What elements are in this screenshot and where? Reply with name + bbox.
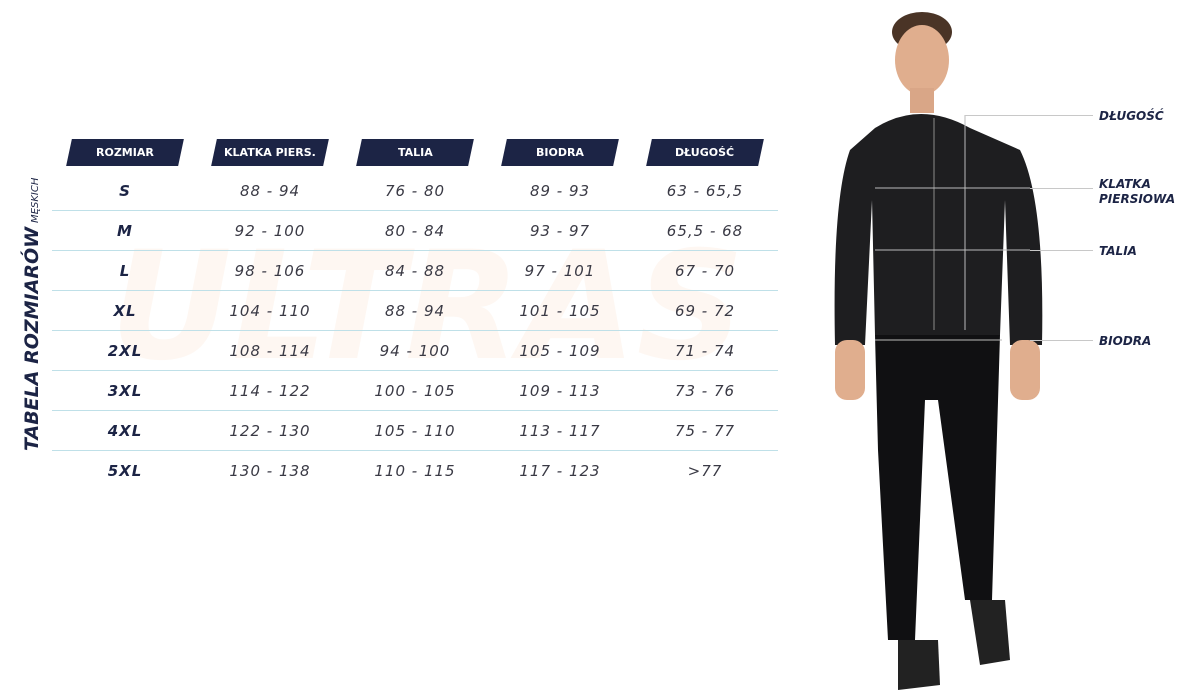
measurement-cell: 71 - 74 [674, 342, 736, 360]
label-chest: KLATKA PIERSIOWA [1099, 177, 1176, 206]
measurement-cell: 69 - 72 [674, 302, 736, 320]
measurement-cell: 73 - 76 [674, 382, 736, 400]
measurement-cell: 67 - 70 [674, 262, 736, 280]
column-header-label: DŁUGOŚĆ [675, 146, 735, 159]
measurement-cell: 98 - 106 [234, 262, 306, 280]
column-header: ROZMIAR [66, 139, 184, 166]
measurement-cell: 114 - 122 [229, 382, 311, 400]
row-divider [52, 290, 778, 291]
column-header: BIODRA [501, 139, 619, 166]
size-cell: M [117, 222, 133, 240]
chest-guide [1030, 188, 1093, 189]
measurement-cell: 113 - 117 [519, 422, 601, 440]
measurement-cell: 65,5 - 68 [666, 222, 744, 240]
measurement-cell: 101 - 105 [519, 302, 601, 320]
measurement-cell: 104 - 110 [229, 302, 311, 320]
title-sub: MĘSKICH [30, 177, 41, 223]
row-divider [52, 410, 778, 411]
size-cell: XL [113, 302, 137, 320]
measurement-cell: 122 - 130 [229, 422, 311, 440]
waist-guide [1030, 250, 1093, 251]
measurement-cell: 97 - 101 [524, 262, 596, 280]
measurement-cell: 75 - 77 [674, 422, 736, 440]
measurement-cell: 88 - 94 [239, 182, 301, 200]
measurement-cell: 76 - 80 [384, 182, 446, 200]
label-waist: TALIA [1099, 244, 1137, 258]
size-cell: 3XL [107, 382, 143, 400]
measurement-cell: 93 - 97 [529, 222, 591, 240]
title-main: TABELA ROZMIARÓW [21, 226, 43, 451]
measurement-cell: >77 [687, 462, 723, 480]
measurement-cell: 108 - 114 [229, 342, 311, 360]
label-hips: BIODRA [1099, 334, 1152, 348]
measurement-cell: 100 - 105 [374, 382, 456, 400]
measurement-cell: 109 - 113 [519, 382, 601, 400]
model-photo [834, 12, 1043, 690]
column-header-label: BIODRA [536, 146, 584, 159]
column-header-label: KLATKA PIERS. [224, 146, 316, 159]
measurement-cell: 105 - 109 [519, 342, 601, 360]
chart-title: TABELA ROZMIARÓW MĘSKICH [21, 151, 43, 451]
measurement-cell: 80 - 84 [384, 222, 446, 240]
size-cell: 2XL [107, 342, 143, 360]
row-divider [52, 330, 778, 331]
measurement-cell: 117 - 123 [519, 462, 601, 480]
row-divider [52, 250, 778, 251]
measurement-cell: 84 - 88 [384, 262, 446, 280]
row-divider [52, 450, 778, 451]
size-cell: L [119, 262, 131, 280]
length-guide [965, 115, 1093, 116]
measurement-cell: 94 - 100 [379, 342, 451, 360]
label-length: DŁUGOŚĆ [1099, 109, 1164, 123]
column-header: TALIA [356, 139, 474, 166]
column-header-label: TALIA [397, 146, 433, 159]
measurement-cell: 88 - 94 [384, 302, 446, 320]
measurement-cell: 63 - 65,5 [666, 182, 744, 200]
hips-guide [1030, 340, 1093, 341]
row-divider [52, 210, 778, 211]
watermark-logo: ULTRAS [110, 220, 745, 394]
measurement-cell: 92 - 100 [234, 222, 306, 240]
measurement-cell: 89 - 93 [529, 182, 591, 200]
column-header: KLATKA PIERS. [211, 139, 329, 166]
measurement-cell: 130 - 138 [229, 462, 311, 480]
size-cell: 5XL [107, 462, 143, 480]
measurement-cell: 105 - 110 [374, 422, 456, 440]
size-cell: S [119, 182, 131, 200]
size-cell: 4XL [107, 422, 143, 440]
measurement-cell: 110 - 115 [374, 462, 456, 480]
column-header-label: ROZMIAR [96, 146, 154, 159]
row-divider [52, 370, 778, 371]
column-header: DŁUGOŚĆ [646, 139, 764, 166]
